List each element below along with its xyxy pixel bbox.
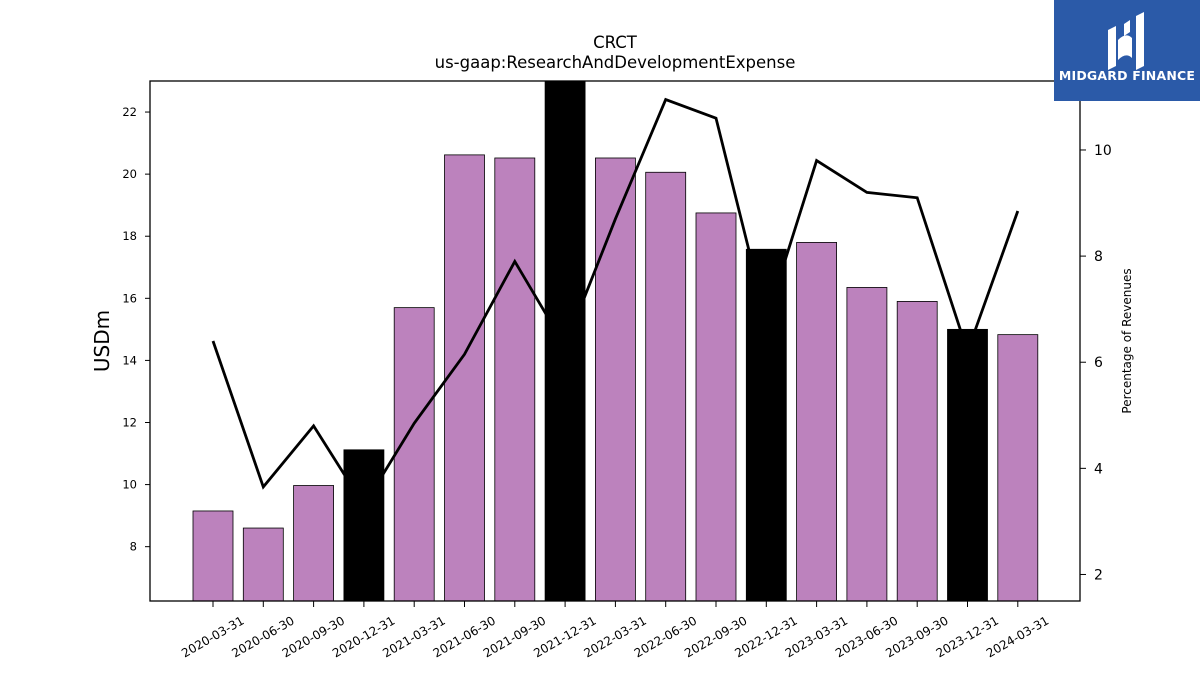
bar-2023-09-30: [896, 301, 938, 602]
y2-tick-label-6: 6: [1094, 355, 1103, 371]
bar-2023-03-31: [796, 242, 837, 602]
y-axis-label: USDm: [90, 310, 114, 372]
y-tick-label-14: 14: [122, 353, 137, 367]
bar-2023-12-31: [947, 328, 988, 602]
y-tick-label-16: 16: [122, 291, 137, 305]
chart-title: CRCT: [593, 33, 638, 52]
bar-2021-09-30: [494, 157, 536, 602]
line-group: [211, 97, 1020, 509]
y2-tick-label-2: 2: [1094, 567, 1103, 583]
bar-2020-06-30: [242, 527, 284, 602]
y-tick-label-12: 12: [122, 415, 137, 429]
y2-tick-label-10: 10: [1094, 143, 1112, 159]
bar-2023-06-30: [846, 287, 888, 602]
bar-2021-12-31: [544, 80, 586, 602]
bar-2020-12-31: [343, 449, 385, 602]
chart-subtitle: us-gaap:ResearchAndDevelopmentExpense: [435, 53, 796, 72]
midgard-finance-logo: MIDGARD FINANCE: [1054, 0, 1200, 101]
y-axis-ticks: 8 10 12 14 16 18 20 22: [122, 105, 150, 554]
y-tick-label-22: 22: [122, 105, 137, 119]
logo-text: MIDGARD FINANCE: [1058, 68, 1196, 83]
bar-2022-12-31: [745, 248, 787, 602]
bar-2021-03-31: [393, 307, 435, 602]
logo-mark-icon: [1108, 12, 1144, 70]
y-tick-label-8: 8: [130, 540, 137, 554]
y2-axis-ticks: 2 4 6 8 10: [1080, 143, 1112, 583]
y-tick-label-18: 18: [122, 229, 137, 243]
y2-tick-label-8: 8: [1094, 249, 1103, 265]
bars-group: [192, 80, 1039, 602]
bar-2022-03-31: [595, 157, 636, 602]
y-tick-label-20: 20: [122, 167, 137, 181]
bar-2022-06-30: [645, 171, 687, 602]
bar-2020-09-30: [293, 485, 335, 602]
percentage-line: [211, 97, 1020, 509]
bar-2024-03-31: [997, 334, 1039, 602]
bar-2021-06-30: [444, 154, 485, 602]
bar-2020-03-31: [192, 510, 234, 602]
x-axis-ticks: 2020-03-312020-06-302020-09-302020-12-31…: [179, 601, 1051, 660]
bar-2022-09-30: [695, 212, 737, 602]
y2-tick-label-4: 4: [1094, 461, 1103, 477]
y-tick-label-10: 10: [122, 478, 137, 492]
y2-axis-label: Percentage of Revenues: [1120, 268, 1134, 413]
